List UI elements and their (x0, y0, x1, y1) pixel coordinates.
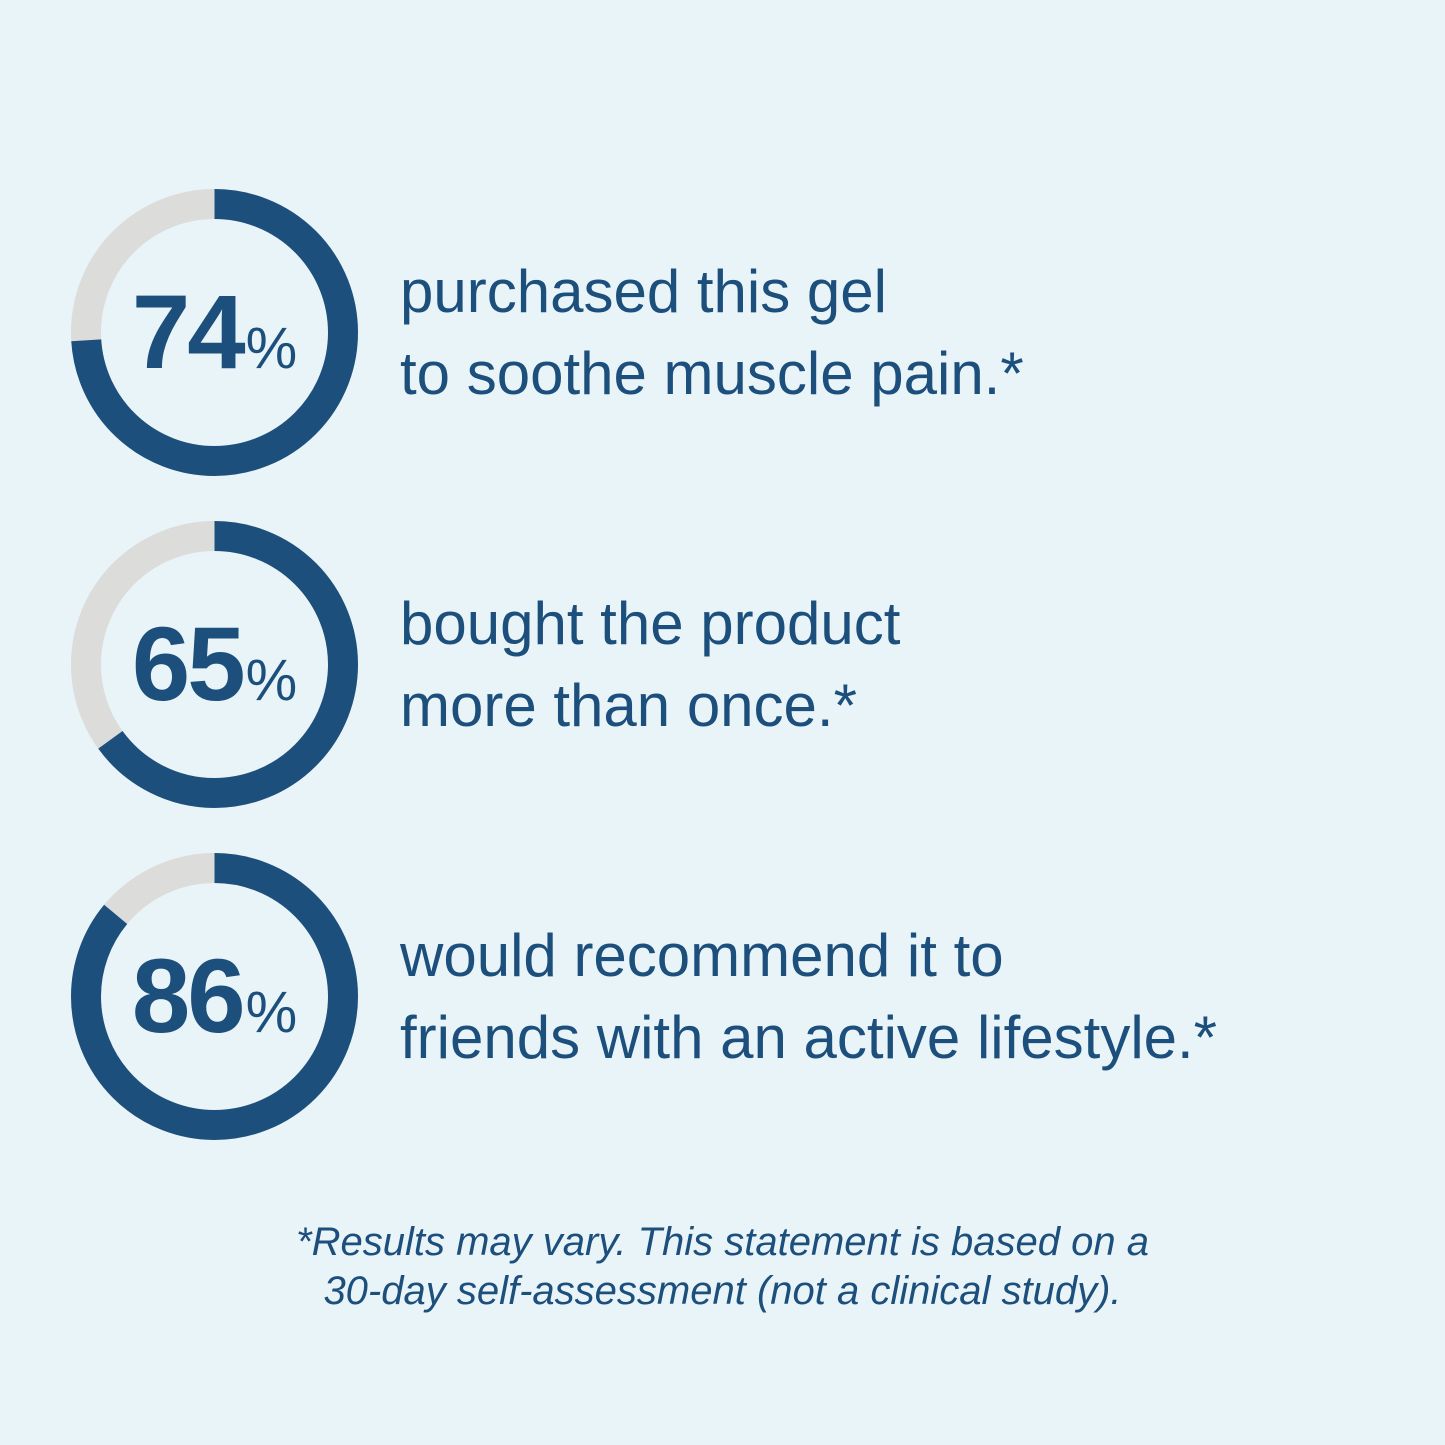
percent-value: 74 (131, 274, 246, 391)
description-line: friends with an active lifestyle.* (400, 1004, 1218, 1071)
description-line: more than once.* (400, 672, 857, 739)
donut-chart-65: 65 % (71, 521, 358, 808)
donut-chart-74: 74 % (71, 189, 358, 476)
percent-value: 65 (131, 606, 246, 723)
stat-description-86: would recommend it to friends with an ac… (400, 915, 1217, 1079)
description-line: bought the product (400, 590, 901, 657)
stat-description-74: purchased this gel to soothe muscle pain… (400, 251, 1024, 415)
footnote: *Results may vary. This statement is bas… (0, 1218, 1445, 1316)
percent-value: 86 (131, 938, 246, 1055)
stat-description-65: bought the product more than once.* (400, 583, 900, 747)
percent-sign: % (245, 980, 298, 1045)
percent-sign: % (245, 648, 298, 713)
percent-sign: % (245, 316, 298, 381)
donut-label-86: 86 % (71, 853, 358, 1140)
donut-label-65: 65 % (71, 521, 358, 808)
description-line: to soothe muscle pain.* (400, 340, 1024, 407)
footnote-line: 30-day self-assessment (not a clinical s… (323, 1269, 1122, 1313)
footnote-line: *Results may vary. This statement is bas… (296, 1220, 1149, 1264)
donut-chart-86: 86 % (71, 853, 358, 1140)
description-line: would recommend it to (400, 922, 1004, 989)
description-line: purchased this gel (400, 258, 887, 325)
donut-label-74: 74 % (71, 189, 358, 476)
